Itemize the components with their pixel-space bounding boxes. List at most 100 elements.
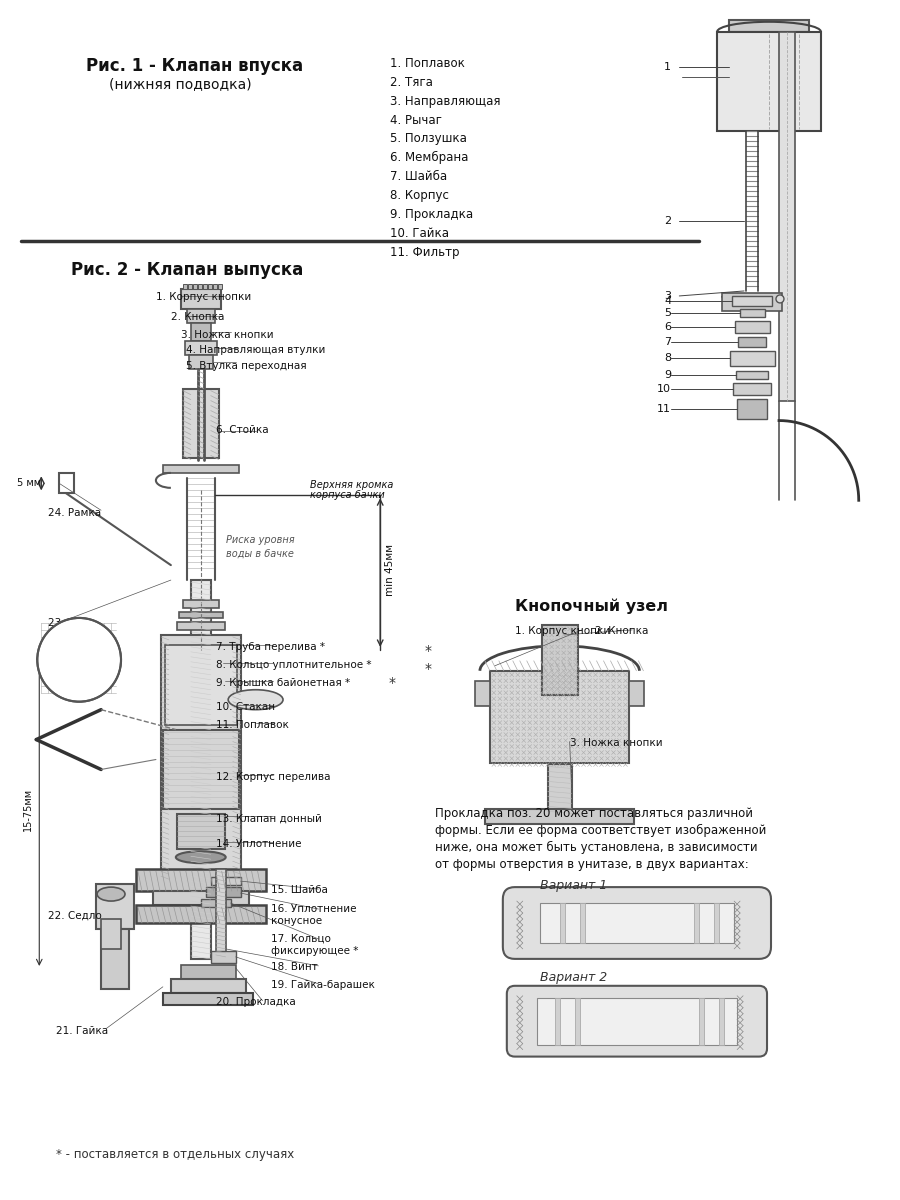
- Text: от формы отверстия в унитазе, в двух вариантах:: от формы отверстия в унитазе, в двух вар…: [435, 858, 749, 871]
- Text: 12. Корпус перелива: 12. Корпус перелива: [216, 773, 330, 782]
- Text: Рис. 2 - Клапан выпуска: Рис. 2 - Клапан выпуска: [71, 262, 303, 280]
- Bar: [717, 31, 821, 132]
- Bar: [719, 997, 724, 1045]
- Bar: [206, 887, 240, 898]
- Text: 6. Стойка: 6. Стойка: [216, 425, 268, 434]
- Bar: [136, 905, 266, 923]
- Text: 3. Ножка кнопки: 3. Ножка кнопки: [181, 330, 274, 340]
- Bar: [740, 308, 765, 317]
- Bar: [184, 341, 217, 355]
- Text: Рис. 1 - Клапан впуска: Рис. 1 - Клапан впуска: [86, 56, 303, 74]
- Bar: [183, 600, 219, 608]
- Bar: [475, 680, 490, 706]
- Bar: [181, 289, 220, 308]
- Bar: [208, 284, 211, 289]
- Text: 6: 6: [664, 322, 671, 332]
- Text: *: *: [424, 662, 431, 676]
- Text: Верхняя кромка: Верхняя кромка: [310, 480, 394, 491]
- Text: 14. Уплотнение: 14. Уплотнение: [216, 839, 302, 850]
- Text: 8. Корпус: 8. Корпус: [391, 190, 449, 203]
- Bar: [211, 950, 236, 962]
- Bar: [218, 284, 221, 289]
- Text: формы. Если ее форма соответствует изображенной: формы. Если ее форма соответствует изобр…: [435, 824, 767, 838]
- Bar: [560, 904, 564, 943]
- Bar: [737, 398, 767, 419]
- Text: 4: 4: [664, 296, 671, 306]
- Text: 1. Корпус кнопки: 1. Корпус кнопки: [515, 626, 610, 636]
- Text: 8. Кольцо уплотнительное *: 8. Кольцо уплотнительное *: [216, 660, 371, 670]
- Text: 18. Винт: 18. Винт: [271, 962, 318, 972]
- Bar: [136, 869, 266, 892]
- Text: *: *: [424, 644, 431, 658]
- Bar: [699, 997, 704, 1045]
- Bar: [161, 635, 240, 884]
- Text: 2. Кнопка: 2. Кнопка: [595, 626, 648, 636]
- Text: 1. Поплавок: 1. Поплавок: [391, 56, 465, 70]
- Bar: [191, 323, 211, 341]
- Text: *: *: [388, 676, 395, 690]
- Text: Прокладка поз. 20 может поставляться различной: Прокладка поз. 20 может поставляться раз…: [435, 808, 753, 821]
- Text: 19. Гайка-барашек: 19. Гайка-барашек: [271, 980, 374, 990]
- Bar: [163, 466, 239, 473]
- Text: 8: 8: [664, 353, 671, 362]
- Bar: [183, 389, 219, 458]
- Bar: [735, 320, 770, 332]
- Text: 23. Тяга: 23. Тяга: [49, 618, 93, 628]
- Bar: [59, 473, 74, 493]
- Bar: [574, 997, 580, 1045]
- Bar: [694, 904, 699, 943]
- Bar: [165, 644, 237, 725]
- Bar: [738, 337, 766, 347]
- Bar: [536, 997, 737, 1045]
- Bar: [722, 293, 782, 311]
- Bar: [176, 622, 225, 630]
- Text: min 45мм: min 45мм: [385, 544, 395, 596]
- Text: воды в бачке: воды в бачке: [226, 548, 293, 558]
- Bar: [779, 31, 795, 401]
- Text: 3. Ножка кнопки: 3. Ножка кнопки: [570, 738, 662, 748]
- Text: 5. Ползушка: 5. Ползушка: [391, 132, 467, 145]
- Circle shape: [776, 295, 784, 302]
- Bar: [490, 671, 629, 763]
- Text: 5. Втулка переходная: 5. Втулка переходная: [185, 361, 306, 371]
- Ellipse shape: [229, 690, 283, 709]
- Bar: [188, 284, 192, 289]
- Bar: [736, 371, 768, 379]
- Bar: [216, 869, 226, 959]
- Bar: [187, 308, 215, 323]
- Text: 2: 2: [664, 216, 671, 226]
- Text: 9: 9: [664, 370, 671, 379]
- Bar: [730, 350, 775, 366]
- Bar: [176, 815, 225, 850]
- Bar: [101, 919, 121, 949]
- Text: * - поставляется в отдельных случаях: * - поставляется в отдельных случаях: [56, 1148, 294, 1162]
- Bar: [193, 284, 197, 289]
- Bar: [198, 284, 202, 289]
- Text: 22. Седло: 22. Седло: [49, 911, 102, 922]
- Bar: [580, 904, 585, 943]
- Text: 11. Фильтр: 11. Фильтр: [391, 246, 460, 259]
- Text: 4. Рычаг: 4. Рычаг: [391, 114, 442, 126]
- Bar: [542, 625, 578, 695]
- Text: 6. Мембрана: 6. Мембрана: [391, 151, 469, 164]
- Text: 5 мм: 5 мм: [17, 479, 41, 488]
- Bar: [732, 296, 772, 306]
- Bar: [101, 929, 129, 989]
- Text: 16. Уплотнение
конусное: 16. Уплотнение конусное: [271, 904, 356, 925]
- Text: 3. Направляющая: 3. Направляющая: [391, 95, 500, 108]
- Ellipse shape: [97, 887, 125, 901]
- Bar: [96, 884, 134, 929]
- Text: Кнопочный узел: Кнопочный узел: [515, 598, 668, 613]
- Text: 2. Кнопка: 2. Кнопка: [171, 312, 224, 322]
- Text: 2. Тяга: 2. Тяга: [391, 76, 433, 89]
- Bar: [163, 992, 253, 1004]
- Text: корпуса бачки: корпуса бачки: [310, 491, 385, 500]
- Bar: [548, 764, 572, 815]
- Bar: [629, 680, 644, 706]
- Text: (нижняя подводка): (нижняя подводка): [109, 77, 252, 91]
- Text: 3: 3: [664, 290, 671, 301]
- Text: 10: 10: [657, 384, 671, 394]
- Bar: [212, 284, 217, 289]
- Text: 15-75мм: 15-75мм: [23, 787, 33, 830]
- Text: 21. Гайка: 21. Гайка: [56, 1026, 108, 1036]
